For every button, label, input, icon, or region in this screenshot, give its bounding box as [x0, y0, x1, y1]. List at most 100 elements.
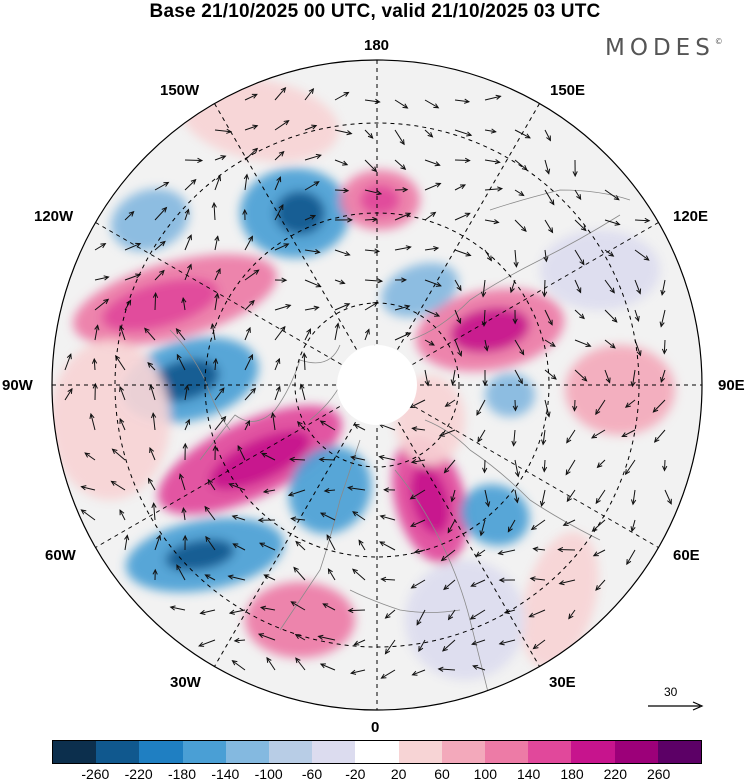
wind-arrow [574, 189, 582, 201]
wind-reference-arrow [648, 701, 704, 711]
wind-arrow [119, 324, 126, 341]
wind-arrow [443, 459, 456, 474]
wind-arrow [347, 485, 366, 491]
wind-arrow [604, 279, 615, 294]
wind-arrow [334, 279, 346, 285]
wind-arrow [184, 178, 197, 191]
wind-arrow [514, 339, 525, 356]
wind-arrow [232, 543, 246, 551]
wind-arrow [394, 187, 409, 193]
wind-arrow [379, 541, 396, 551]
wind-arrow [274, 203, 284, 221]
colorbar-swatch [182, 741, 226, 763]
wind-arrow [214, 267, 221, 281]
anomaly-region [565, 345, 675, 435]
wind-arrow [544, 399, 551, 418]
wind-arrow [634, 279, 642, 295]
wind-arrow [484, 128, 497, 134]
wind-arrow [154, 534, 162, 551]
colorbar-tick-label: 180 [560, 766, 584, 782]
wind-arrow [634, 249, 650, 261]
wind-arrow [119, 509, 126, 521]
modes-logo: MODES© [605, 35, 723, 61]
wind-arrow [566, 489, 576, 503]
wind-arrow [557, 547, 576, 553]
lon-label-90w: 90W [2, 377, 33, 394]
wind-arrow [544, 219, 554, 234]
wind-arrow [472, 664, 486, 671]
wind-arrow [244, 326, 251, 341]
wind-arrow [379, 514, 396, 521]
wind-arrow [214, 292, 220, 311]
wind-arrow [572, 159, 578, 178]
wind-arrow [595, 399, 606, 416]
wind-arrow [304, 214, 317, 221]
wind-arrow [512, 309, 518, 325]
wind-arrow [353, 639, 366, 646]
wind-reference-value: 30 [664, 685, 678, 699]
wind-arrow [454, 157, 471, 164]
wind-arrow [244, 235, 253, 251]
wind-arrow [483, 339, 489, 352]
wind-arrow [80, 485, 96, 491]
colorbar-swatch [96, 741, 140, 763]
wind-arrow [484, 94, 502, 101]
anomaly-region [165, 539, 235, 571]
wind-arrow [259, 605, 276, 611]
wind-arrow [424, 279, 442, 287]
wind-arrow [184, 418, 191, 431]
lon-label-120w: 120W [34, 208, 74, 225]
wind-arrow [454, 279, 462, 292]
wind-arrow [450, 489, 456, 503]
wind-arrow [514, 189, 525, 197]
wind-arrow [94, 243, 107, 251]
wind-arrow [424, 159, 441, 167]
wind-arrow [661, 339, 668, 355]
wind-arrow [319, 663, 336, 671]
map-boundary [51, 59, 703, 711]
wind-arrow [244, 387, 257, 401]
colorbar-tick-label: -60 [301, 766, 323, 782]
wind-arrow [214, 415, 227, 431]
anomaly-region [450, 307, 530, 353]
wind-arrow [364, 301, 379, 311]
wind-arrow [574, 219, 587, 232]
wind-arrow [469, 609, 486, 620]
wind-arrow [124, 534, 130, 551]
wind-arrow [274, 385, 281, 401]
wind-arrow [212, 357, 219, 371]
wind-arrow [304, 305, 320, 311]
colorbar-swatch [269, 741, 313, 763]
wind-arrow [630, 519, 636, 533]
wind-arrow [652, 399, 666, 413]
wind-arrow [296, 421, 306, 431]
wind-arrow [514, 369, 523, 385]
colorbar-swatch [398, 741, 442, 763]
wind-arrow [378, 454, 396, 461]
wind-arrow [151, 412, 157, 431]
wind-arrow [260, 452, 276, 461]
wind-arrow [322, 603, 336, 611]
wind-arrow [394, 159, 407, 170]
wind-arrow [169, 605, 186, 611]
colorbar-tick-label: 140 [516, 766, 541, 782]
wind-arrow [152, 292, 159, 311]
wind-arrow [184, 384, 190, 401]
wind-arrow [384, 609, 396, 619]
wind-arrow [214, 387, 225, 401]
wind-arrow [94, 275, 110, 281]
wind-arrow [364, 248, 381, 254]
wind-arrow [513, 249, 519, 268]
wind-arrow [182, 442, 188, 461]
wind-arrow [410, 458, 426, 465]
wind-arrow [144, 327, 156, 341]
wind-arrow [262, 488, 276, 494]
lat-lon-grid [52, 60, 702, 710]
wind-arrow [124, 273, 142, 281]
wind-arrow [595, 579, 606, 591]
wind-arrow [290, 601, 306, 611]
wind-arrow [211, 201, 217, 221]
wind-arrow [244, 419, 250, 431]
wind-arrow [544, 339, 556, 347]
anomaly-region [150, 358, 220, 402]
